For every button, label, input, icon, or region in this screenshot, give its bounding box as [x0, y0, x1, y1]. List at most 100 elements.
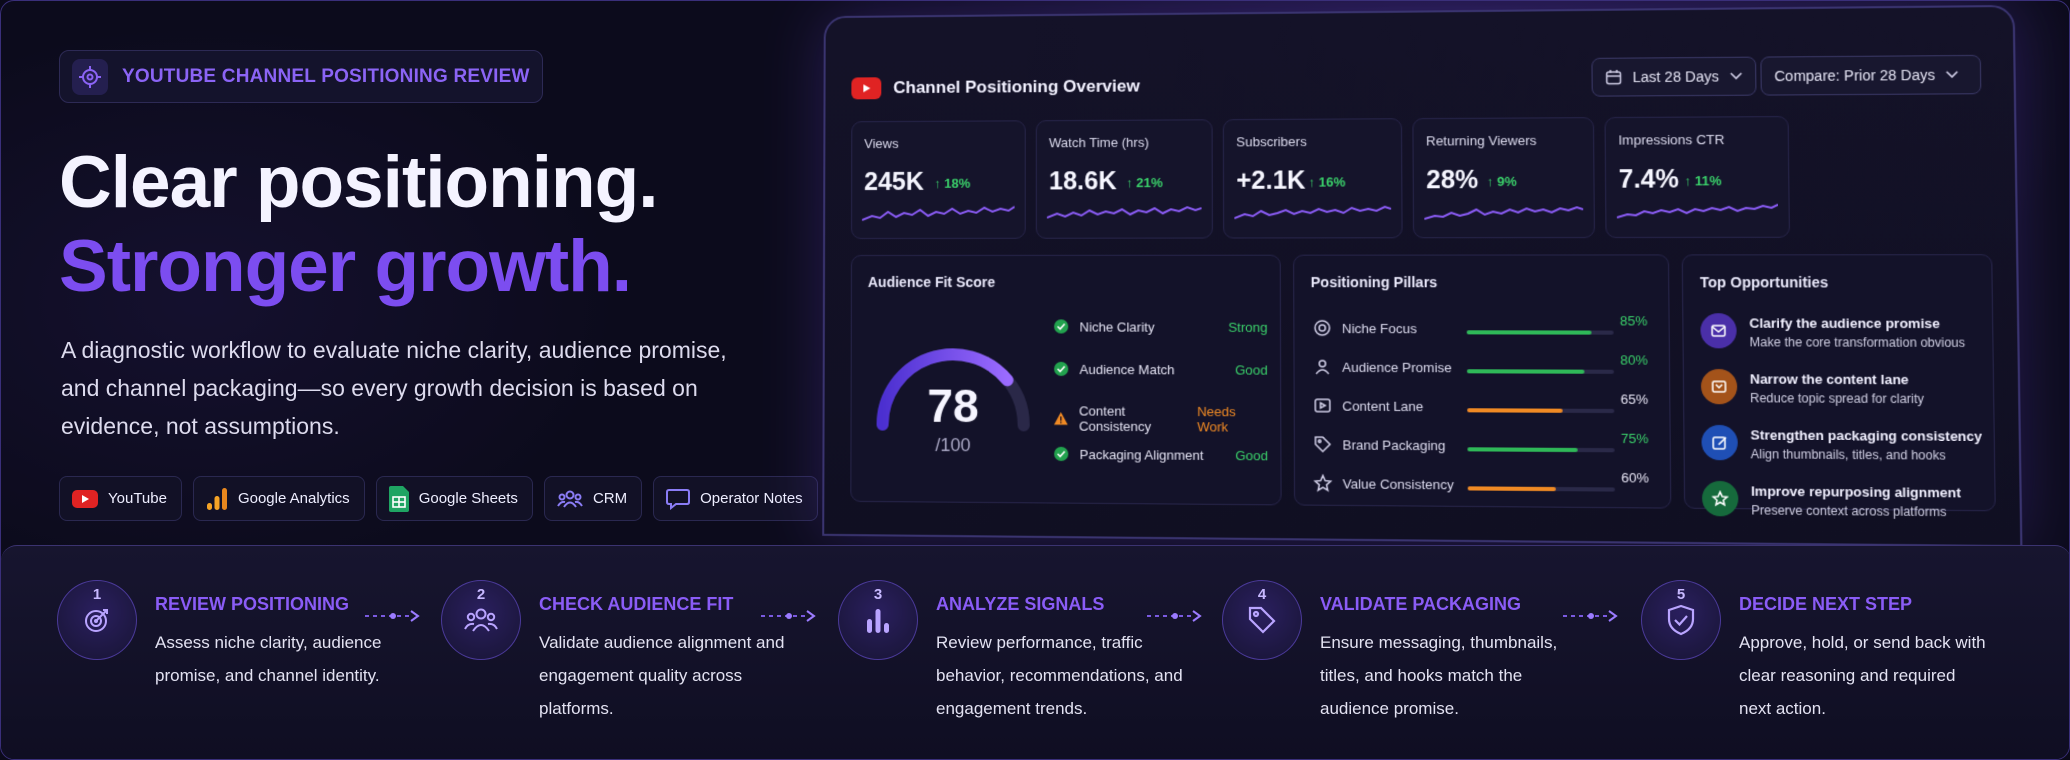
positioning-pillars-panel: Positioning Pillars Niche Focus 85% Audi… [1293, 254, 1671, 508]
kpi-card-returning-viewers[interactable]: Returning Viewers 28% ↑ 9% [1412, 117, 1595, 238]
opportunity-title: Narrow the content lane [1750, 371, 1924, 387]
kpi-delta: ↑ 18% [934, 176, 970, 191]
opportunity-item[interactable]: Improve repurposing alignment Preserve co… [1702, 481, 1961, 520]
tool-chip-google-sheets[interactable]: Google Sheets [376, 476, 533, 521]
headline-accent: Stronger growth. [59, 225, 631, 308]
tool-chip-crm[interactable]: CRM [544, 476, 642, 521]
step-number: 3 [838, 586, 918, 603]
star-icon [1702, 481, 1739, 517]
step-title: ANALYZE SIGNALS [936, 594, 1104, 615]
panel-title: Positioning Pillars [1311, 274, 1438, 290]
kpi-value: 28% [1426, 166, 1478, 196]
step-description: Validate audience alignment and engageme… [539, 626, 789, 725]
pillar-percent: 60% [1621, 470, 1649, 486]
tool-label: Google Analytics [238, 490, 350, 507]
tool-chip-operator-notes[interactable]: Operator Notes [653, 476, 818, 521]
kpi-value: 245K [864, 168, 924, 197]
workflow-steps: 1 REVIEW POSITIONING Assess niche clarit… [1, 545, 2070, 760]
fit-label: Audience Match [1079, 361, 1174, 377]
chevron-down-icon [1729, 72, 1742, 80]
star-icon [1314, 474, 1333, 493]
target-icon [81, 604, 113, 636]
pillar-label: Value Consistency [1343, 476, 1468, 492]
opportunity-title: Clarify the audience promise [1749, 315, 1965, 331]
kpi-value: 7.4% [1619, 165, 1679, 195]
tool-label: YouTube [108, 490, 167, 507]
pillar-row-content-lane: Content Lane 65% [1313, 396, 1648, 416]
tool-label: Operator Notes [700, 490, 803, 507]
kpi-card-impressions-ctr[interactable]: Impressions CTR 7.4% ↑ 11% [1605, 116, 1790, 238]
opportunity-title: Improve repurposing alignment [1751, 483, 1961, 500]
tool-label: CRM [593, 490, 627, 507]
tool-list: YouTube Google Analytics Google Sheets C… [59, 476, 818, 521]
video-frame-icon [1313, 396, 1332, 414]
pillar-bar [1468, 486, 1615, 491]
kpi-sparkline [862, 202, 1015, 224]
tool-chip-google-analytics[interactable]: Google Analytics [193, 476, 365, 521]
users-icon [1313, 357, 1332, 375]
section-tag: YOUTUBE CHANNEL POSITIONING REVIEW [59, 50, 543, 103]
kpi-card-views[interactable]: Views 245K ↑ 18% [851, 120, 1026, 239]
pillar-row-value-consistency: Value Consistency 60% [1314, 474, 1649, 495]
pillar-bar [1467, 408, 1614, 413]
target-icon [72, 59, 108, 95]
filter-icon [1701, 369, 1738, 404]
opportunity-item[interactable]: Narrow the content lane Reduce topic spre… [1701, 369, 1924, 406]
edit-icon [1701, 425, 1738, 460]
fit-row-content-consistency: Content Consistency Needs Work [1053, 403, 1268, 435]
kpi-row: Views 245K ↑ 18% Watch Time (hrs) 18.6K … [851, 116, 1790, 239]
fit-row-niche-clarity: Niche Clarity Strong [1053, 318, 1268, 335]
fit-label: Packaging Alignment [1080, 446, 1204, 462]
pillar-row-niche-focus: Niche Focus 85% [1313, 319, 1648, 338]
analytics-icon [206, 487, 228, 511]
chevron-down-icon [1946, 71, 1959, 79]
arrow-icon [761, 610, 817, 622]
section-tag-label: YOUTUBE CHANNEL POSITIONING REVIEW [122, 66, 530, 88]
calendar-icon [1605, 69, 1622, 85]
pillar-percent: 75% [1621, 431, 1649, 447]
kpi-card-subscribers[interactable]: Subscribers +2.1K ↑ 16% [1223, 118, 1403, 238]
users-icon [557, 489, 583, 509]
warning-icon [1053, 410, 1069, 426]
audience-fit-panel: Audience Fit Score 78 /100 Niche Clarity… [850, 255, 1281, 506]
kpi-value: 18.6K [1049, 167, 1117, 196]
tag-icon [1313, 435, 1332, 454]
compare-label: Compare: Prior 28 Days [1774, 67, 1935, 85]
pillar-label: Niche Focus [1342, 320, 1467, 336]
opportunity-item[interactable]: Strengthen packaging consistency Align th… [1701, 425, 1982, 463]
fit-status: Good [1235, 447, 1268, 463]
top-opportunities-panel: Top Opportunities Clarify the audience p… [1682, 254, 1996, 511]
kpi-label: Views [864, 135, 1012, 151]
step-title: REVIEW POSITIONING [155, 594, 349, 615]
kpi-card-watch-time[interactable]: Watch Time (hrs) 18.6K ↑ 21% [1036, 119, 1213, 239]
fit-status: Good [1235, 362, 1268, 377]
users-icon [464, 606, 498, 634]
check-circle-icon [1053, 361, 1069, 377]
kpi-sparkline [1617, 200, 1778, 223]
pillar-label: Brand Packaging [1342, 437, 1467, 453]
step-description: Assess niche clarity, audience promise, … [155, 626, 405, 692]
step-description: Ensure messaging, thumbnails, titles, an… [1320, 626, 1570, 725]
compare-select[interactable]: Compare: Prior 28 Days [1760, 55, 1981, 96]
step-title: DECIDE NEXT STEP [1739, 594, 1912, 615]
panel-title: Audience Fit Score [868, 274, 995, 290]
tool-chip-youtube[interactable]: YouTube [59, 476, 182, 521]
arrow-icon [1563, 610, 1619, 622]
opportunity-subtitle: Align thumbnails, titles, and hooks [1751, 447, 1983, 463]
opportunity-item[interactable]: Clarify the audience promise Make the cor… [1700, 313, 1965, 350]
date-range-select[interactable]: Last 28 Days [1591, 57, 1756, 97]
step-description: Review performance, traffic behavior, re… [936, 626, 1186, 725]
kpi-label: Watch Time (hrs) [1049, 134, 1199, 150]
pillar-percent: 80% [1620, 352, 1648, 368]
kpi-delta: ↑ 21% [1126, 175, 1163, 190]
step-description: Approve, hold, or send back with clear r… [1739, 626, 1989, 725]
step-number: 4 [1222, 586, 1302, 603]
bar-chart-icon [863, 605, 893, 635]
kpi-label: Subscribers [1236, 134, 1389, 150]
hero-description: A diagnostic workflow to evaluate niche … [61, 331, 751, 445]
kpi-delta: ↑ 16% [1308, 174, 1345, 189]
fit-row-packaging-alignment: Packaging Alignment Good [1053, 446, 1268, 464]
dashboard-header: Channel Positioning Overview [851, 75, 1139, 99]
fit-row-audience-match: Audience Match Good [1053, 361, 1268, 378]
